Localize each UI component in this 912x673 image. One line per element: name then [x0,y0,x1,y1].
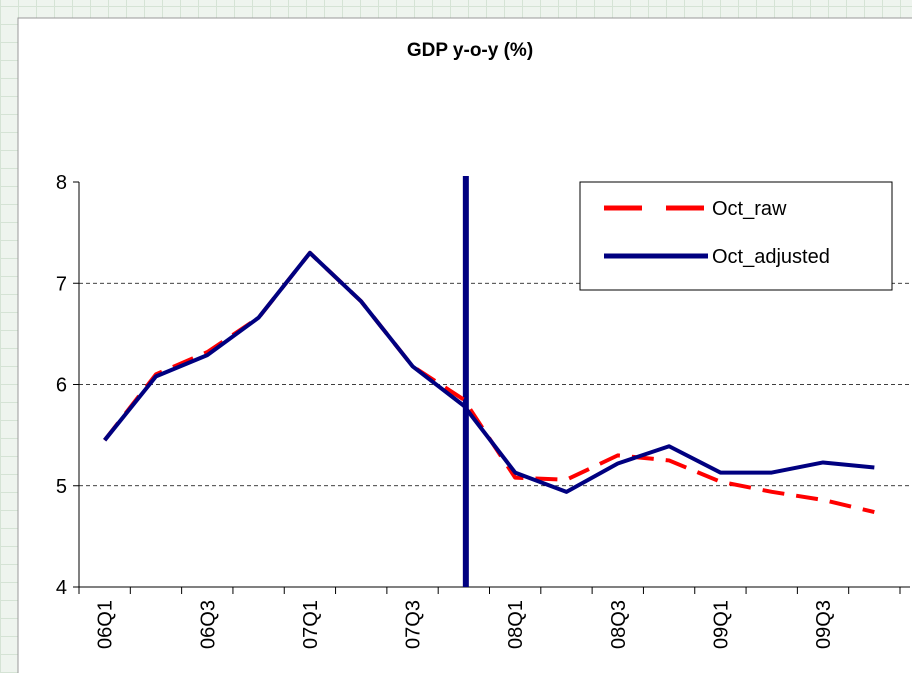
y-tick-label: 6 [56,375,67,397]
y-tick-label: 8 [56,172,67,194]
x-tick-label: 07Q1 [300,600,322,649]
legend-label: Oct_raw [712,198,787,220]
legend-label: Oct_adjusted [712,246,830,268]
x-tick-label: 09Q3 [813,600,835,649]
legend-box [579,181,893,291]
y-tick-label: 7 [56,273,67,295]
chart-title: GDP y-o-y (%) [407,40,533,61]
y-tick-label: 5 [56,476,67,498]
x-tick-label: 06Q1 [95,600,117,649]
x-tick-label: 09Q1 [710,600,732,649]
x-tick-label: 06Q3 [197,600,219,649]
x-tick-label: 07Q3 [403,600,425,649]
series-line [103,250,875,494]
x-tick-label: 08Q1 [505,600,527,649]
x-tick-label: 08Q3 [608,600,630,649]
y-tick-label: 4 [56,577,67,599]
